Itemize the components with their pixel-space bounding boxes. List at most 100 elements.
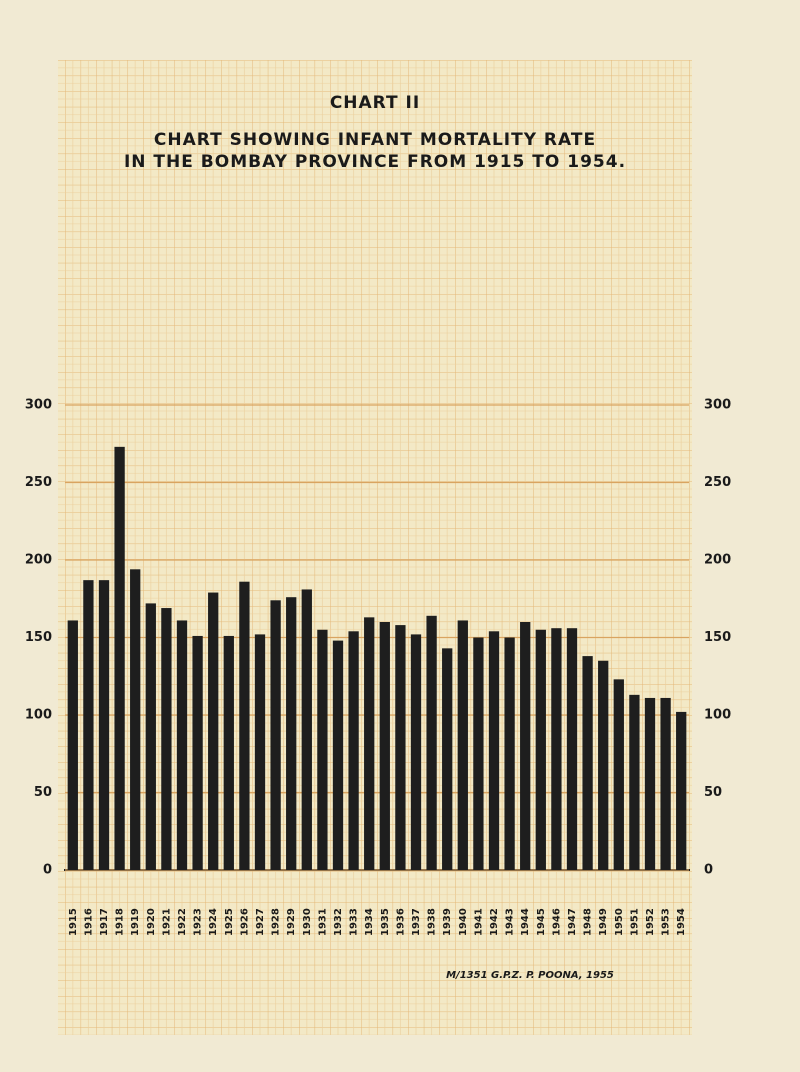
- x-tick-label: 1945: [536, 908, 547, 936]
- x-tick-label: 1926: [239, 908, 250, 936]
- x-tick-label: 1915: [68, 908, 79, 936]
- y-tick-label-right: 200: [704, 553, 731, 568]
- bar: [488, 631, 500, 870]
- bar: [598, 660, 609, 870]
- chart-subtitle: CHART SHOWING INFANT MORTALITY RATE: [154, 130, 596, 150]
- bar: [239, 581, 250, 870]
- bar: [114, 446, 125, 870]
- x-tick-label: 1924: [208, 908, 219, 936]
- bar: [317, 629, 328, 870]
- x-tick-label: 1953: [661, 908, 672, 936]
- bar: [660, 697, 671, 870]
- x-tick-label: 1919: [130, 908, 141, 936]
- graph-paper: [58, 60, 692, 1035]
- x-tick-label: 1940: [458, 908, 469, 936]
- x-tick-label: 1921: [161, 908, 172, 936]
- bar: [442, 648, 453, 870]
- x-tick-label: 1935: [380, 908, 391, 936]
- bar: [286, 597, 297, 870]
- bar: [364, 617, 375, 870]
- bar: [145, 603, 156, 870]
- x-tick-label: 1943: [505, 908, 516, 936]
- x-tick-label: 1930: [302, 908, 313, 936]
- x-tick-label: 1917: [99, 908, 110, 936]
- bar: [208, 592, 219, 870]
- x-tick-label: 1923: [193, 908, 204, 936]
- bar: [98, 580, 110, 870]
- x-tick-label: 1950: [614, 908, 625, 936]
- y-tick-label: 150: [25, 630, 52, 645]
- bar: [566, 628, 578, 870]
- x-tick-label: 1941: [473, 908, 484, 936]
- x-tick-label: 1932: [333, 908, 344, 936]
- x-tick-label: 1933: [349, 908, 360, 936]
- x-tick-label: 1954: [676, 908, 687, 936]
- bar: [582, 656, 593, 870]
- x-tick-label: 1944: [520, 908, 531, 936]
- x-tick-label: 1952: [645, 908, 656, 936]
- x-tick-label: 1925: [224, 908, 235, 936]
- footer: M/1351 G.P.Z. P. POONA, 1955: [446, 970, 614, 981]
- y-tick-label-right: 250: [704, 475, 731, 490]
- y-tick-label: 300: [25, 398, 52, 413]
- bar: [161, 608, 172, 870]
- x-tick-label: 1931: [317, 908, 328, 936]
- x-tick-label: 1927: [255, 908, 266, 936]
- y-tick-label: 200: [25, 553, 52, 568]
- y-tick-label: 0: [43, 863, 52, 878]
- bar: [676, 711, 687, 870]
- bar: [644, 697, 656, 870]
- x-tick-label: 1949: [598, 908, 609, 936]
- x-tick-label: 1951: [629, 908, 640, 936]
- bar: [395, 625, 406, 870]
- chart-title: CHART II: [330, 93, 420, 113]
- chart-subtitle: IN THE BOMBAY PROVINCE FROM 1915 TO 1954…: [124, 152, 626, 172]
- bar: [254, 634, 266, 870]
- bar: [379, 622, 390, 870]
- x-tick-label: 1920: [146, 908, 157, 936]
- y-tick-label-right: 100: [704, 708, 731, 723]
- bar: [176, 620, 188, 870]
- x-tick-label: 1948: [583, 908, 594, 936]
- bar: [629, 694, 640, 870]
- bar: [192, 635, 203, 870]
- x-tick-label: 1929: [286, 908, 297, 936]
- x-tick-label: 1939: [442, 908, 453, 936]
- y-tick-label-right: 50: [704, 785, 722, 800]
- bar: [535, 629, 546, 870]
- bar: [67, 620, 78, 870]
- bar: [551, 628, 562, 870]
- x-tick-label: 1918: [115, 908, 126, 936]
- y-tick-label-right: 300: [704, 398, 731, 413]
- bar: [520, 622, 531, 870]
- bar: [426, 615, 437, 870]
- x-tick-label: 1947: [567, 908, 578, 936]
- y-tick-label-right: 0: [704, 863, 713, 878]
- y-tick-label: 250: [25, 475, 52, 490]
- y-tick-label: 50: [34, 785, 52, 800]
- x-tick-label: 1946: [551, 908, 562, 936]
- x-tick-label: 1942: [489, 908, 500, 936]
- bar: [457, 620, 468, 870]
- x-tick-label: 1928: [271, 908, 282, 936]
- x-tick-label: 1934: [364, 908, 375, 936]
- bar: [348, 631, 359, 870]
- bar: [130, 569, 141, 870]
- bar: [332, 640, 344, 870]
- bar: [301, 589, 312, 870]
- bar: [473, 637, 484, 870]
- bar: [223, 635, 234, 870]
- bar: [613, 679, 624, 870]
- x-tick-label: 1936: [395, 908, 406, 936]
- y-tick-label: 100: [25, 708, 52, 723]
- bar: [504, 637, 515, 870]
- x-tick-label: 1916: [83, 908, 94, 936]
- y-tick-label-right: 150: [704, 630, 731, 645]
- x-tick-label: 1922: [177, 908, 188, 936]
- bar: [410, 634, 422, 870]
- bar: [83, 580, 94, 870]
- x-tick-label: 1937: [411, 908, 422, 936]
- bar: [270, 600, 281, 870]
